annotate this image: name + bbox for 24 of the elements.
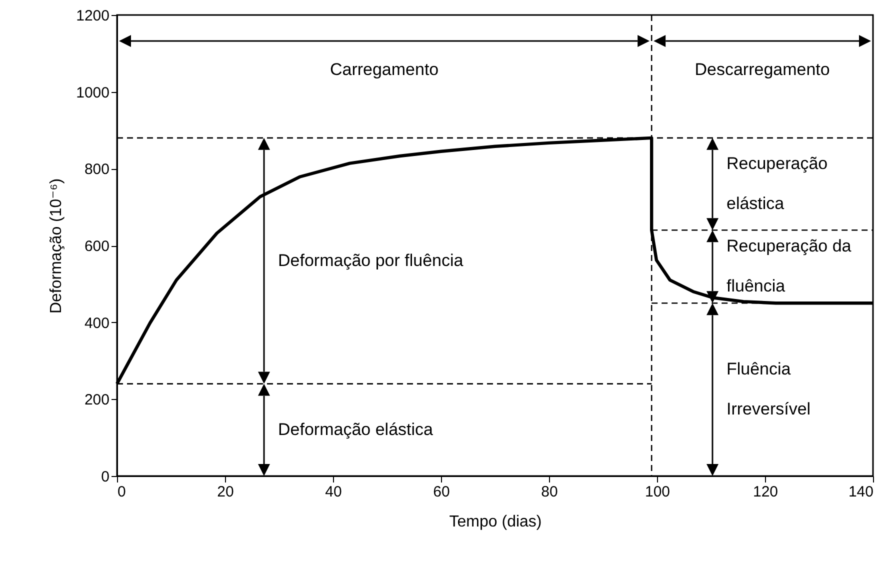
y-tick-label: 200 — [84, 392, 110, 409]
text: Recuperação elástica — [726, 154, 828, 214]
text: Recuperação da fluência — [726, 236, 852, 296]
x-tick-label: 20 — [217, 484, 234, 500]
annotation: Descarregamento — [694, 60, 830, 79]
x-tick-label: 40 — [325, 484, 342, 500]
annotation: Deformação por fluência — [278, 250, 464, 270]
y-tick-label: 600 — [84, 238, 110, 255]
text: Fluência Irreversível — [726, 360, 811, 419]
y-tick-label: 400 — [84, 314, 110, 332]
y-tick-label: 1200 — [76, 8, 110, 24]
x-tick-label: 0 — [118, 484, 126, 500]
annotation: Carregamento — [330, 60, 439, 79]
x-tick-label: 120 — [752, 484, 778, 500]
y-tick-label: 0 — [101, 468, 110, 486]
y-tick-label: 1000 — [76, 84, 110, 102]
x-tick-label: 80 — [541, 484, 558, 500]
x-tick-label: 100 — [644, 484, 670, 500]
annotation: Deformação elástica — [278, 420, 434, 439]
x-tick-label: 140 — [848, 484, 874, 500]
y-axis-title: Deformação (10⁻⁶) — [48, 178, 66, 314]
y-tick-label: 800 — [84, 161, 110, 178]
x-tick-label: 60 — [433, 484, 450, 500]
x-axis-title: Tempo (dias) — [449, 514, 542, 530]
